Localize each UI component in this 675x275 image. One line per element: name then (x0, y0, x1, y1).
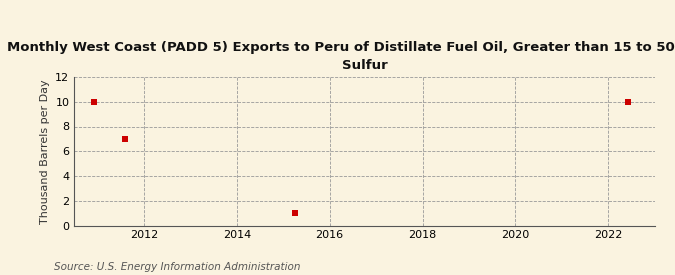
Y-axis label: Thousand Barrels per Day: Thousand Barrels per Day (40, 79, 50, 224)
Text: Source: U.S. Energy Information Administration: Source: U.S. Energy Information Administ… (54, 262, 300, 272)
Title: Monthly West Coast (PADD 5) Exports to Peru of Distillate Fuel Oil, Greater than: Monthly West Coast (PADD 5) Exports to P… (7, 41, 675, 72)
